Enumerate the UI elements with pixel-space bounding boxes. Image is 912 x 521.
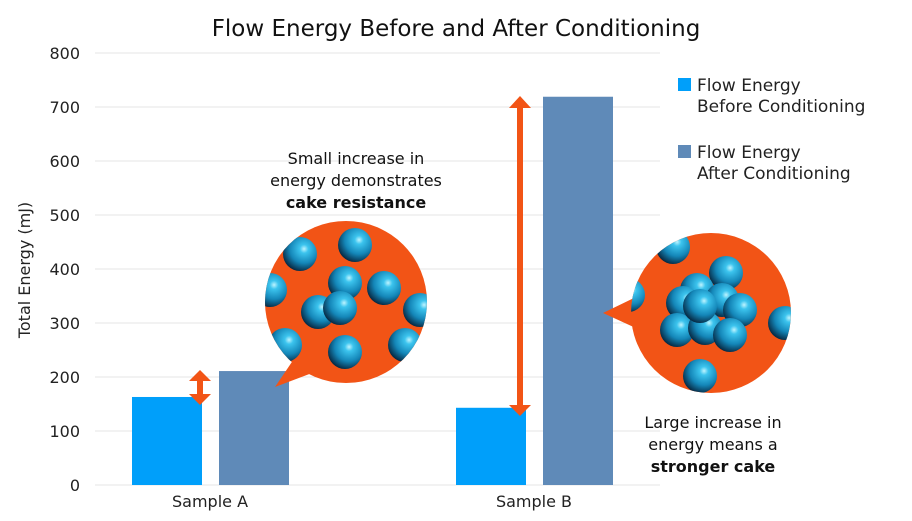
y-tick-label: 200 <box>49 368 80 387</box>
particle <box>388 328 422 362</box>
x-tick-label: Sample B <box>496 492 572 511</box>
legend-label: Before Conditioning <box>697 97 865 117</box>
legend-swatch <box>678 145 691 158</box>
particle <box>656 233 690 264</box>
y-tick-label: 400 <box>49 260 80 279</box>
particle <box>709 256 743 290</box>
arrow-sample-b <box>509 96 531 416</box>
annotation-text: energy means a <box>648 435 777 454</box>
particle <box>683 289 717 323</box>
legend-label: Flow Energy <box>697 143 801 163</box>
x-tick-label: Sample A <box>172 492 248 511</box>
particle <box>768 306 791 340</box>
y-tick-label: 500 <box>49 206 80 225</box>
bar <box>132 396 202 485</box>
particle <box>713 318 747 352</box>
annotation-text: Small increase in <box>288 149 425 168</box>
particle <box>338 228 372 262</box>
particle <box>683 359 717 393</box>
y-tick-label: 600 <box>49 152 80 171</box>
particle-bubble-loose <box>265 221 427 387</box>
bar <box>543 96 613 486</box>
particle <box>283 237 317 271</box>
chart-title: Flow Energy Before and After Conditionin… <box>212 16 701 42</box>
particle <box>367 271 401 305</box>
arrow-sample-a <box>189 370 211 405</box>
y-tick-label: 700 <box>49 98 80 117</box>
legend-swatch <box>678 78 691 91</box>
y-axis-label: Total Energy (mJ) <box>15 202 34 339</box>
particle <box>268 328 302 362</box>
annotation-bold-text: stronger cake <box>651 457 776 476</box>
particle <box>328 335 362 369</box>
particle <box>631 278 645 312</box>
bar <box>219 371 289 485</box>
annotation-text: Large increase in <box>644 413 781 432</box>
particle <box>265 273 287 307</box>
legend-label: After Conditioning <box>697 164 851 184</box>
bar <box>456 407 526 485</box>
annotation-bold-text: cake resistance <box>286 193 427 212</box>
particle <box>403 293 427 327</box>
particle <box>660 313 694 347</box>
y-tick-label: 300 <box>49 314 80 333</box>
particle-bubble-caked <box>603 233 791 393</box>
y-tick-label: 100 <box>49 422 80 441</box>
legend-label: Flow Energy <box>697 76 801 96</box>
particle <box>323 291 357 325</box>
annotation-text: energy demonstrates <box>270 171 442 190</box>
y-tick-label: 0 <box>70 476 80 495</box>
y-tick-label: 800 <box>49 44 80 63</box>
